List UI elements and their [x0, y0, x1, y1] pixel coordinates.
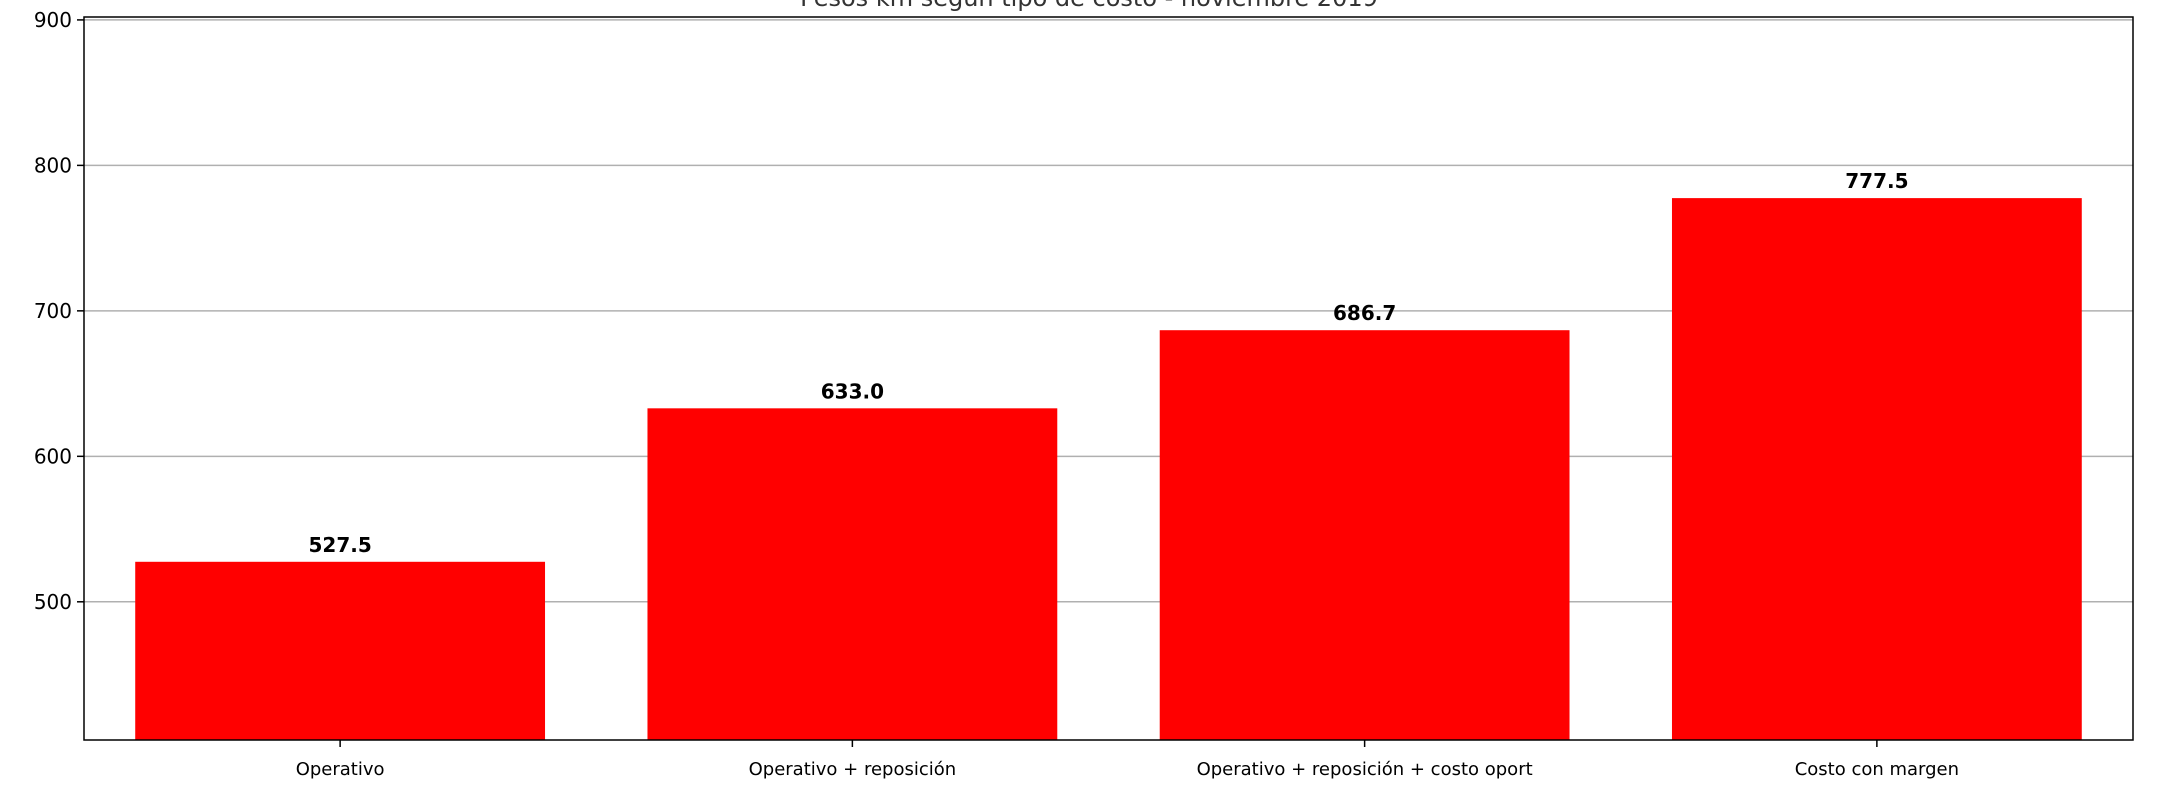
y-tick-label: 700 [34, 299, 72, 323]
x-tick-label: Operativo [296, 759, 385, 780]
y-tick-label: 500 [34, 590, 72, 614]
bar [1159, 330, 1570, 740]
y-tick-label: 900 [34, 8, 72, 32]
bar-value-label: 777.5 [1845, 169, 1908, 193]
x-tick-label: Operativo + reposición [749, 759, 957, 780]
bar [1671, 198, 2082, 741]
labels-layer: 527.5 633.0 686.7 777.5 [308, 169, 1908, 557]
y-tick-label: 600 [34, 444, 72, 468]
x-tick-label: Operativo + reposición + costo oport [1197, 759, 1533, 780]
bars-layer [135, 198, 2082, 741]
bar-value-label: 686.7 [1333, 301, 1396, 325]
plot-frame [83, 16, 2134, 741]
y-tick-label: 800 [34, 153, 72, 177]
bar-value-label: 527.5 [308, 533, 371, 557]
x-tick-label: Costo con margen [1795, 759, 1959, 780]
chart-title: Pesos km según tipo de costo - noviembre… [800, 0, 1378, 12]
bar [647, 408, 1058, 740]
axes-layer: 500 600 700 800 900 Operativo Operativo + repo… [34, 8, 2134, 780]
bar [135, 561, 546, 740]
bar-value-label: 633.0 [821, 379, 884, 403]
